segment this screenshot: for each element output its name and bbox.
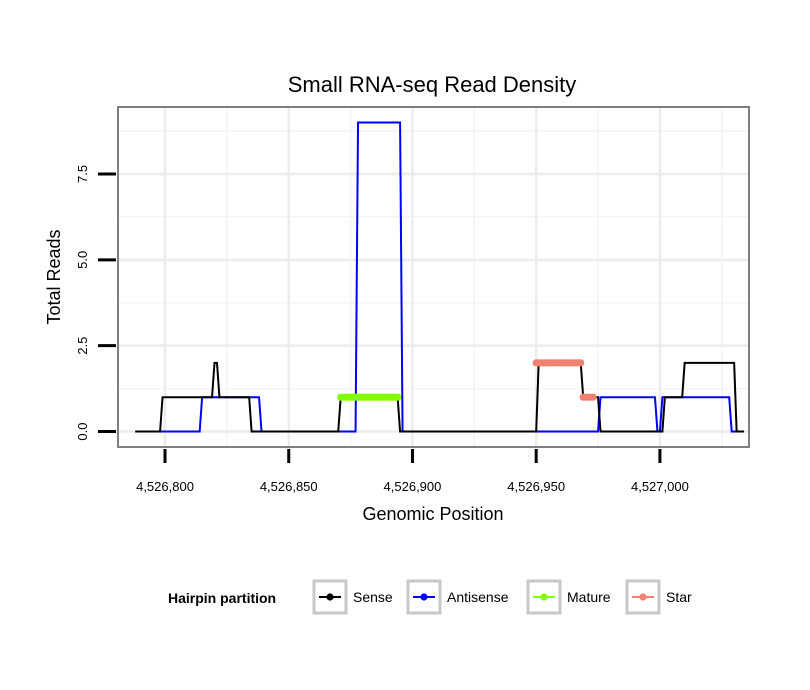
- legend-label-mature: Mature: [567, 589, 611, 605]
- y-tick-label: 7.5: [75, 165, 90, 183]
- x-tick-label: 4,526,800: [136, 479, 194, 494]
- y-axis-title: Total Reads: [44, 229, 64, 324]
- plot-background: [118, 107, 749, 447]
- y-axis: 0.0 2.5 5.0 7.5: [75, 165, 116, 441]
- legend-entries: Sense Antisense Mature Star: [312, 579, 692, 615]
- legend-key-point: [420, 593, 428, 601]
- x-axis: 4,526,800 4,526,850 4,526,900 4,526,950 4,52…: [136, 449, 689, 494]
- legend-item-antisense: Antisense: [406, 579, 509, 615]
- legend-key-point: [639, 593, 647, 601]
- legend-key-point: [326, 593, 334, 601]
- series-layer: [135, 121, 745, 433]
- legend-item-mature: Mature: [526, 579, 611, 615]
- legend-item-star: Star: [625, 579, 692, 615]
- x-tick-label: 4,526,850: [260, 479, 318, 494]
- legend-key-point: [540, 593, 548, 601]
- legend-label-sense: Sense: [353, 589, 393, 605]
- legend-item-sense: Sense: [312, 579, 393, 615]
- y-tick-label: 5.0: [75, 251, 90, 269]
- x-axis-title: Genomic Position: [362, 504, 503, 524]
- data-point-star: [577, 359, 585, 367]
- data-point-star: [589, 393, 597, 401]
- legend-label-antisense: Antisense: [447, 589, 509, 605]
- legend-title: Hairpin partition: [168, 590, 276, 606]
- y-tick-label: 0.0: [75, 423, 90, 441]
- x-tick-label: 4,526,950: [507, 479, 565, 494]
- plot-border: [117, 106, 750, 448]
- legend: Hairpin partition Sense Antisense Mature St…: [168, 579, 692, 615]
- x-tick-label: 4,526,900: [384, 479, 442, 494]
- legend-label-star: Star: [666, 589, 692, 605]
- chart-title: Small RNA-seq Read Density: [288, 72, 577, 97]
- y-tick-label: 2.5: [75, 337, 90, 355]
- x-tick-label: 4,527,000: [631, 479, 689, 494]
- series-line-sense: [135, 361, 745, 433]
- legend-key-star: [625, 579, 661, 615]
- data-point-mature: [394, 393, 402, 401]
